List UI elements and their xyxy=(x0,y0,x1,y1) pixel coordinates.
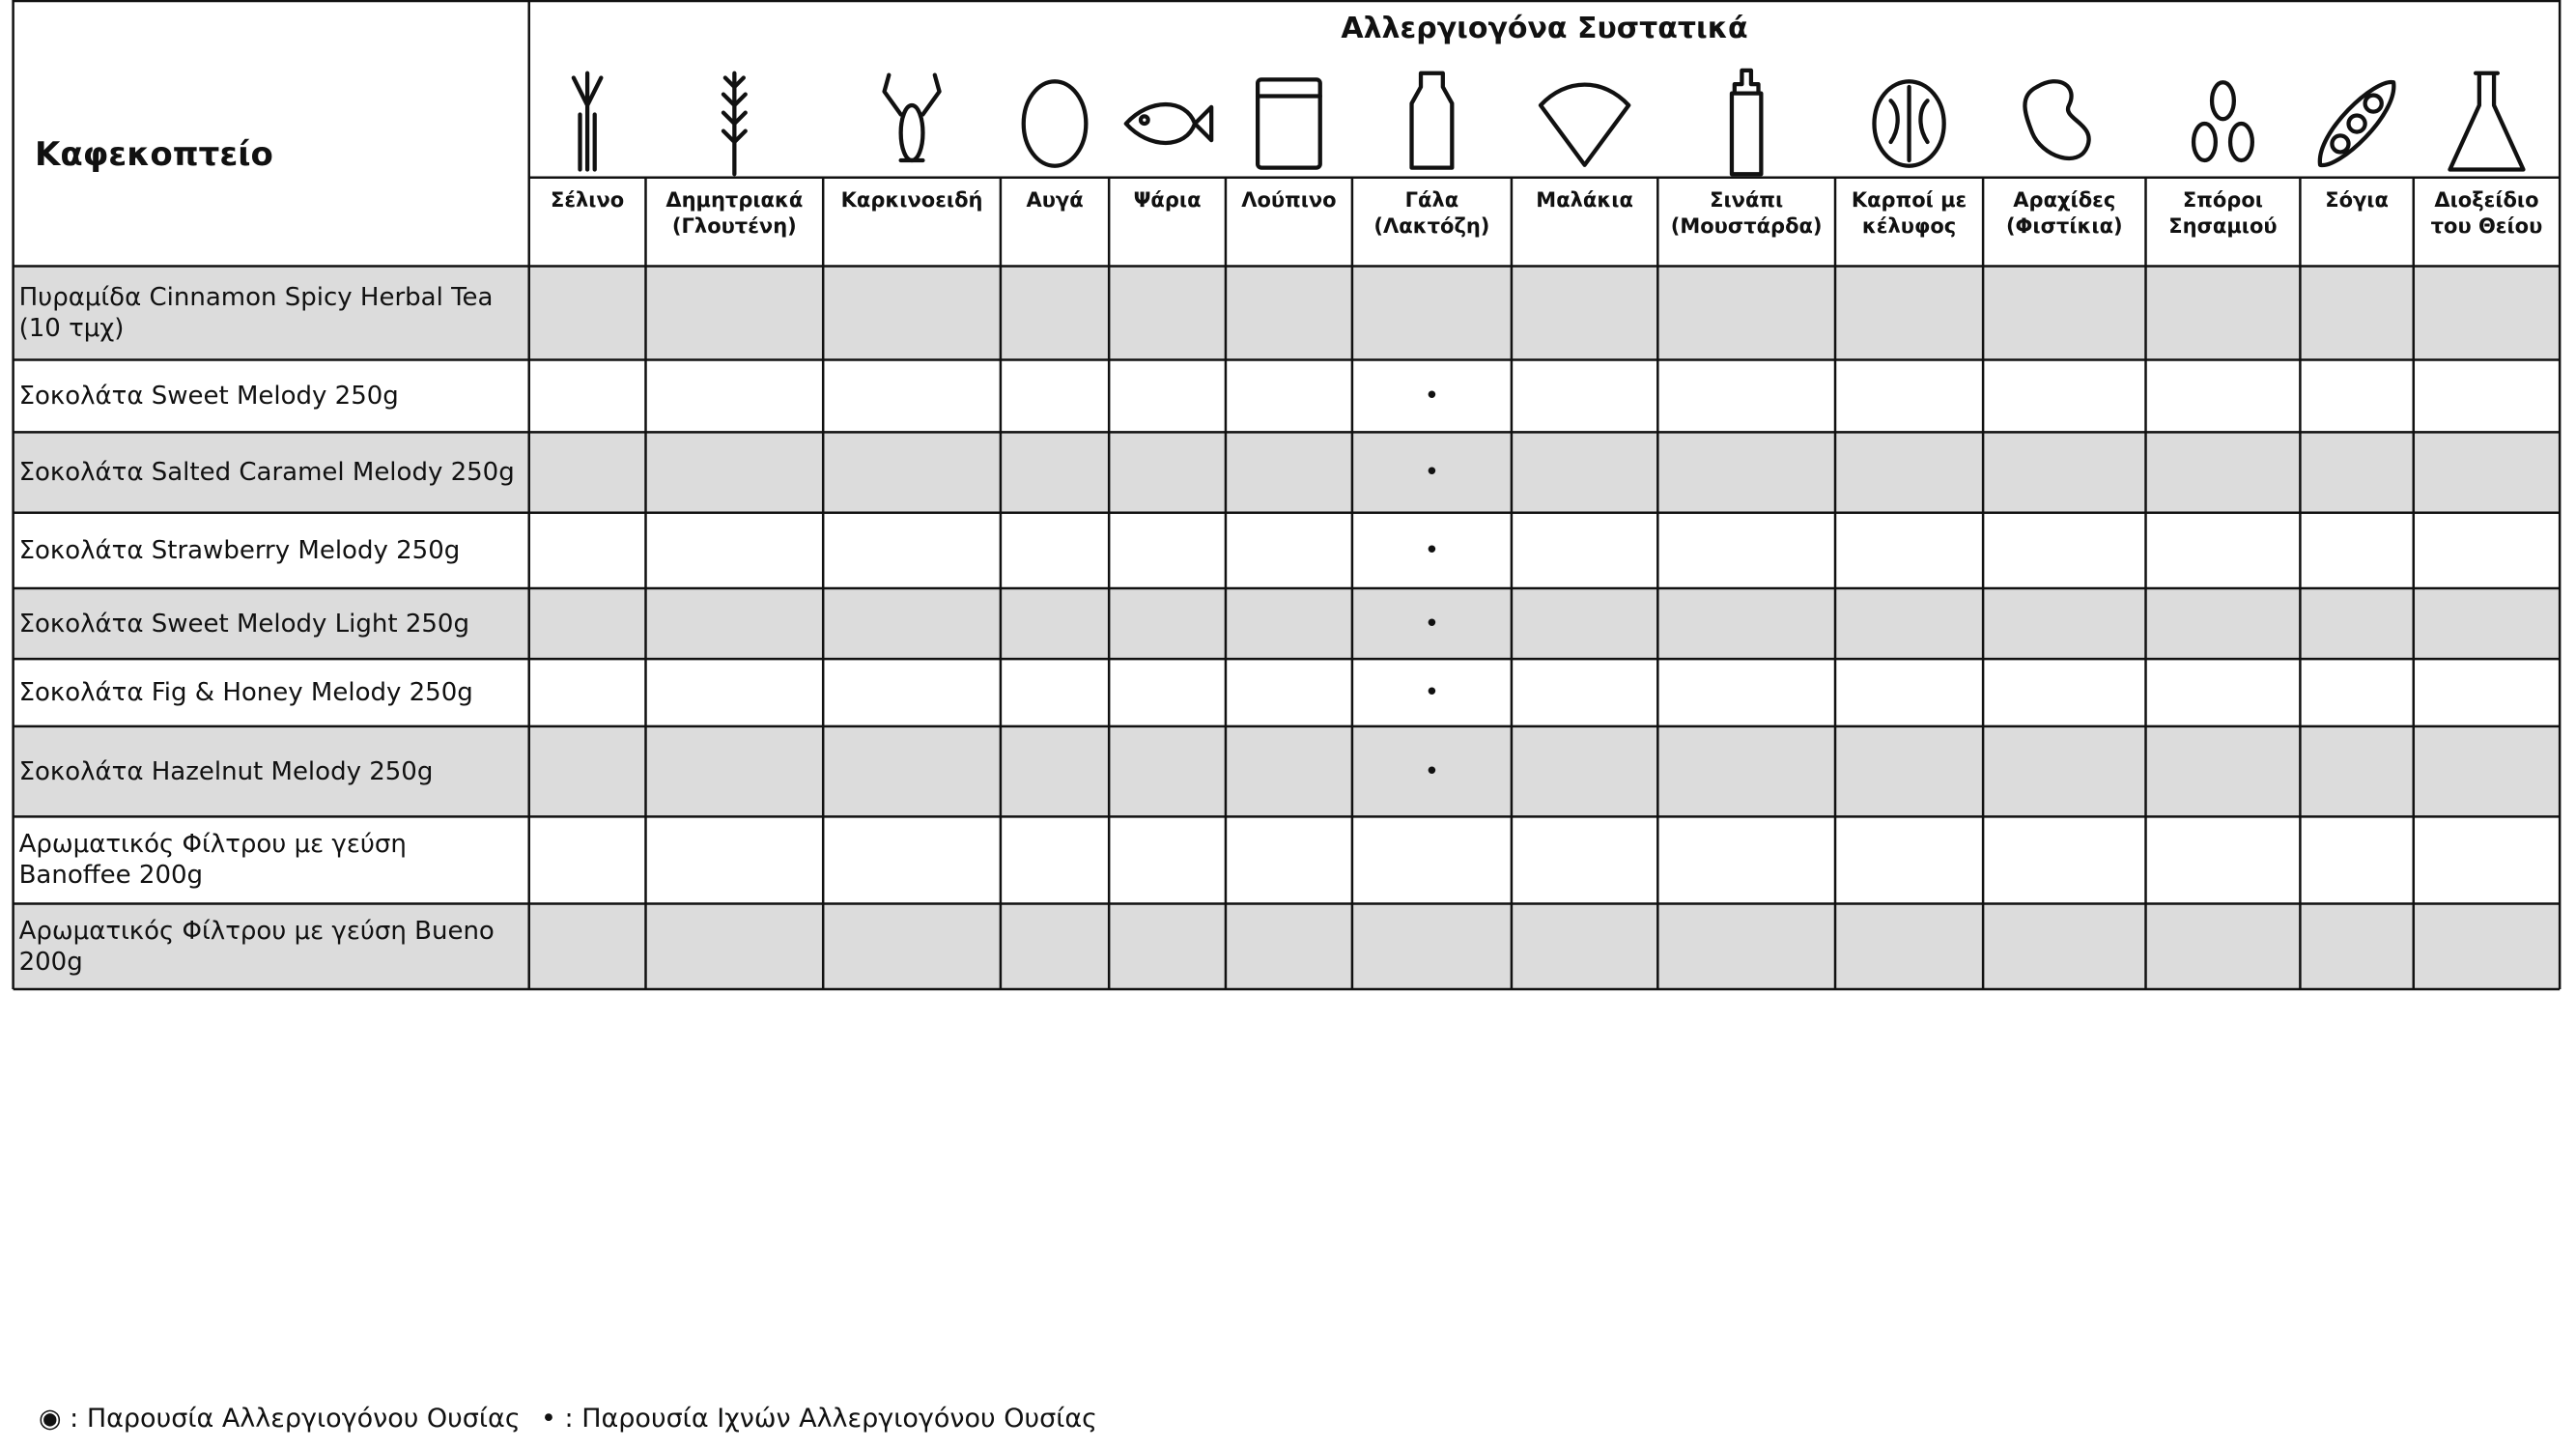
row-background xyxy=(13,903,2561,990)
icon-shape xyxy=(2448,71,2526,172)
icon-shape xyxy=(571,71,604,172)
allergen-icon xyxy=(2448,71,2526,172)
allergen-icon xyxy=(1729,68,1764,177)
icon-shape xyxy=(2330,133,2351,155)
allergen-mark: • xyxy=(1424,609,1440,639)
column-label: Μαλάκια xyxy=(1536,187,1633,212)
icon-shape xyxy=(1255,77,1322,170)
table-title: Καφεκοπτείο xyxy=(35,135,273,174)
allergen-icon xyxy=(571,71,604,172)
allergen-icon xyxy=(2191,80,2254,163)
icon-shape xyxy=(882,72,942,163)
row-background xyxy=(13,725,2561,817)
allergen-icon xyxy=(2023,79,2091,160)
icon-shape xyxy=(2227,121,2254,163)
icon-shape xyxy=(1409,71,1455,170)
icon-shape xyxy=(1729,68,1764,177)
icon-shape xyxy=(1872,79,1946,168)
icon-shape xyxy=(2363,93,2384,114)
allergen-mark: • xyxy=(1424,756,1440,786)
row-name: Αρωματικός Φίλτρου με γεύση Banoffee 200… xyxy=(18,830,407,891)
allergen-mark: • xyxy=(1424,381,1440,411)
column-label: Σέλινο xyxy=(550,187,625,212)
row-name: Πυραμίδα Cinnamon Spicy Herbal Tea (10 τ… xyxy=(18,283,494,344)
allergen-mark: • xyxy=(1424,458,1440,488)
icon-shape xyxy=(721,71,748,177)
icon-shape xyxy=(2209,80,2236,122)
column-label: Αραχίδες (Φιστίκια) xyxy=(2005,187,2123,238)
allergen-icon xyxy=(1872,79,1946,168)
allergen-icon xyxy=(1538,82,1631,167)
allergen-icon xyxy=(882,72,942,163)
column-label: Σινάπι (Μουστάρδα) xyxy=(1670,187,1823,238)
row-name: Σοκολάτα Salted Caramel Melody 250g xyxy=(18,458,515,488)
icon-shape xyxy=(2346,113,2367,134)
column-label: Αυγά xyxy=(1026,187,1084,212)
row-background xyxy=(13,587,2561,660)
column-label: Σόγια xyxy=(2325,187,2389,212)
allergen-icon xyxy=(721,71,748,177)
icon-shape xyxy=(2191,121,2218,163)
row-name: Σοκολάτα Hazelnut Melody 250g xyxy=(18,756,434,786)
row-background xyxy=(13,432,2561,513)
icon-shape xyxy=(1021,79,1089,168)
column-label: Γάλα (Λακτόζη) xyxy=(1373,187,1490,238)
row-name: Αρωματικός Φίλτρου με γεύση Bueno 200g xyxy=(18,916,495,977)
icon-shape xyxy=(2023,79,2091,160)
allergen-icon xyxy=(1021,79,1089,168)
row-background xyxy=(13,266,2561,360)
allergen-icon xyxy=(1255,77,1322,170)
icon-shape xyxy=(2317,80,2396,167)
allergen-mark: • xyxy=(1424,677,1440,707)
icon-shape xyxy=(1123,102,1214,145)
column-label: Δημητριακά (Γλουτένη) xyxy=(665,187,804,238)
icon-shape xyxy=(1138,114,1150,127)
group-title: Αλλεργιογόνα Συστατικά xyxy=(1341,12,1748,45)
allergen-icon xyxy=(2317,80,2396,167)
row-name: Σοκολάτα Sweet Melody Light 250g xyxy=(18,609,469,639)
column-label: Ψάρια xyxy=(1133,187,1202,212)
icon-shape xyxy=(1538,82,1631,167)
allergen-icon xyxy=(1123,102,1214,145)
column-label: Διοξείδιο του Θείου xyxy=(2430,187,2543,238)
row-name: Σοκολάτα Sweet Melody 250g xyxy=(18,381,399,411)
row-name: Σοκολάτα Fig & Honey Melody 250g xyxy=(18,677,473,707)
legend-item: ◉ : Παρουσία Αλλεργιογόνου Ουσίας xyxy=(39,1404,521,1434)
legend-item: • : Παρουσία Ιχνών Αλλεργιογόνου Ουσίας xyxy=(541,1404,1097,1434)
column-label: Σπόροι Σησαμιού xyxy=(2168,187,2278,238)
icon-shape xyxy=(1888,84,1930,163)
row-name: Σοκολάτα Strawberry Melody 250g xyxy=(18,535,461,565)
allergen-icon xyxy=(1409,71,1455,170)
column-label: Καρκινοειδή xyxy=(840,187,983,212)
column-label: Λούπινο xyxy=(1241,187,1337,212)
column-label: Καρποί με κέλυφος xyxy=(1851,187,1967,238)
allergen-mark: • xyxy=(1424,535,1440,565)
icon-shape xyxy=(898,102,925,163)
